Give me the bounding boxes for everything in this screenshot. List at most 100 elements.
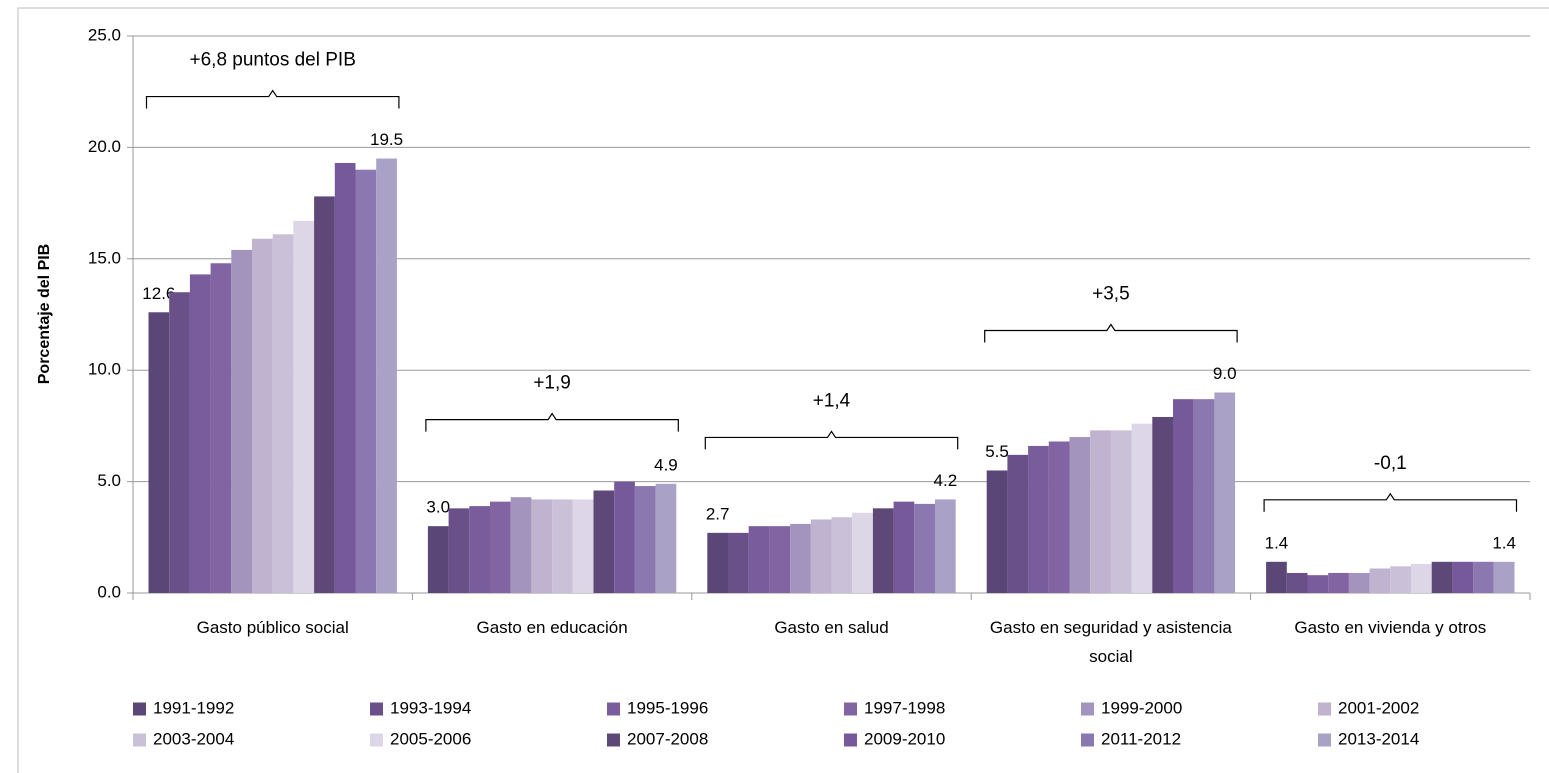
legend-label: 2005-2006 (390, 729, 471, 748)
legend-swatch (1081, 733, 1094, 747)
bar (1007, 454, 1029, 593)
bar (707, 532, 728, 593)
bar (189, 274, 211, 593)
data-label: 4.2 (934, 471, 958, 490)
bar (593, 490, 615, 593)
bar (334, 162, 356, 593)
legend-label: 2009-2010 (864, 729, 945, 748)
bar (769, 526, 791, 593)
bar (1214, 392, 1236, 593)
legend-label: 2003-2004 (153, 729, 234, 748)
bar (1266, 561, 1287, 593)
bar (490, 501, 511, 593)
bracket (704, 430, 959, 450)
bar (1173, 399, 1194, 593)
annotation: +1,9 (533, 373, 571, 394)
bar (552, 499, 573, 593)
legend-swatch (370, 702, 383, 716)
bar (614, 481, 635, 593)
data-label: 19.5 (370, 130, 403, 149)
bar (1193, 399, 1215, 593)
annotation: +1,4 (813, 390, 851, 411)
bar (986, 470, 1008, 593)
bar (210, 263, 232, 593)
bar (1069, 437, 1091, 593)
y-tick-label: 15.0 (88, 248, 121, 267)
bar (1452, 561, 1474, 593)
bar (272, 234, 294, 594)
annotation: +3,5 (1092, 283, 1130, 304)
y-tick-label: 0.0 (97, 582, 121, 601)
bar (572, 499, 594, 593)
x-tick-label: Gasto en educación (476, 618, 628, 637)
data-label: 5.5 (985, 442, 1009, 461)
legend-swatch (370, 733, 383, 747)
bar (1307, 575, 1329, 593)
bar (790, 523, 811, 593)
legend-label: 1997-1998 (864, 698, 945, 717)
data-label: 2.7 (706, 504, 730, 523)
data-label: 9.0 (1213, 364, 1237, 383)
legend-swatch (844, 702, 857, 716)
bar (1048, 441, 1070, 593)
bar (1431, 561, 1453, 593)
bar (1493, 561, 1515, 593)
x-tick-label: Gasto en seguridad y asistencia social (989, 618, 1232, 666)
bar (914, 503, 935, 593)
y-tick-label: 20.0 (88, 137, 121, 156)
bar (893, 501, 915, 593)
data-label: 1.4 (1265, 533, 1289, 552)
bar (355, 169, 377, 593)
bar (831, 517, 853, 593)
bracket (1263, 492, 1518, 512)
legend-swatch (1318, 702, 1331, 716)
bar (531, 499, 553, 593)
legend-label: 1999-2000 (1101, 698, 1182, 717)
bar (810, 519, 832, 593)
legend-label: 2013-2014 (1338, 729, 1419, 748)
bracket (425, 412, 679, 432)
legend-swatch (1318, 733, 1331, 747)
bar (169, 292, 190, 593)
data-label: 3.0 (426, 498, 450, 517)
legend-swatch (844, 733, 857, 747)
bar (1411, 564, 1432, 593)
bracket (984, 323, 1238, 343)
x-tick-label: Gasto en vivienda y otros (1294, 618, 1487, 637)
legend-label: 2011-2012 (1101, 729, 1181, 748)
y-axis-label: Porcentaje del PIB (36, 244, 53, 385)
bar (427, 526, 449, 593)
legend-swatch (607, 702, 620, 716)
y-tick-label: 10.0 (88, 360, 121, 379)
bar (1473, 561, 1494, 593)
bar (376, 158, 397, 594)
bar (231, 249, 252, 593)
bar (634, 486, 656, 593)
legend-swatch (133, 733, 146, 747)
bar (314, 196, 335, 593)
y-tick-label: 25.0 (88, 25, 121, 44)
y-tick-label: 5.0 (97, 471, 121, 490)
data-label: 1.4 (1492, 533, 1516, 552)
bar (1328, 572, 1349, 593)
bar (1090, 430, 1111, 593)
bar (148, 312, 170, 593)
legend-label: 1995-1996 (627, 698, 708, 717)
bar (655, 483, 677, 593)
bar (510, 497, 532, 593)
data-label: 4.9 (654, 455, 678, 474)
bar (1028, 445, 1049, 593)
x-tick-label: Gasto público social (196, 618, 349, 637)
annotation: -0,1 (1374, 453, 1407, 474)
bar (1369, 568, 1391, 593)
annotation: +6,8 puntos del PIB (190, 50, 356, 71)
legend-swatch (607, 733, 620, 747)
bar (293, 220, 315, 593)
bar (872, 508, 894, 593)
bar (1348, 572, 1370, 593)
bracket (145, 89, 400, 109)
data-label: 12.6 (142, 284, 175, 303)
legend-label: 2001-2002 (1338, 698, 1419, 717)
